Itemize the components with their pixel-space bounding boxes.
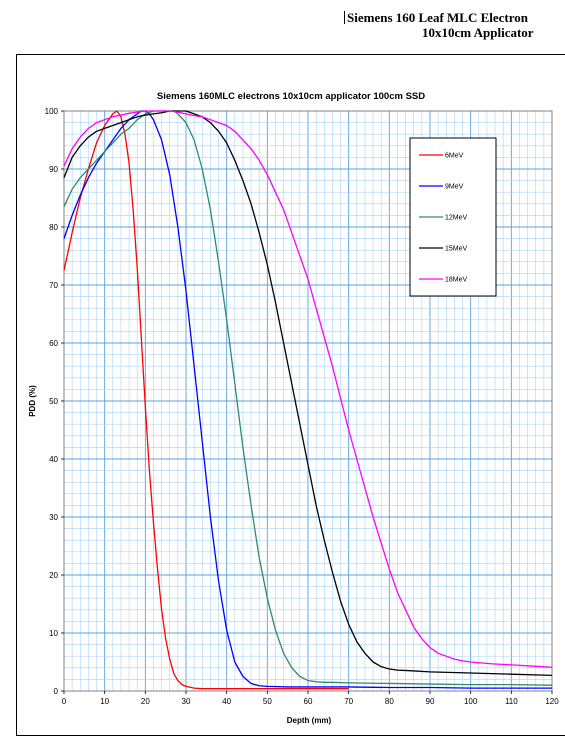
y-tick-label: 0 — [54, 687, 59, 696]
y-tick-label: 20 — [49, 571, 58, 580]
series-line-12mev — [63, 110, 553, 686]
legend-label-6mev: 6MeV — [445, 153, 464, 160]
x-tick-label: 30 — [182, 697, 191, 706]
tick-labels: 0 10 20 30 40 50 60 70 80 90 100 110 120 0 10 20 30 40 50 6… — [45, 107, 560, 706]
x-tick-label: 0 — [62, 697, 67, 706]
y-tick-label: 50 — [49, 397, 58, 406]
x-tick-label: 10 — [100, 697, 109, 706]
y-tick-label: 30 — [49, 513, 58, 522]
header-title: Siemens 160 Leaf MLC Electron — [347, 10, 529, 25]
x-tick-label: 70 — [344, 697, 353, 706]
x-tick-label: 90 — [426, 697, 435, 706]
series-line-6mev — [63, 110, 349, 690]
y-tick-label: 70 — [49, 281, 58, 290]
series-line-15mev — [63, 110, 553, 676]
x-tick-label: 110 — [505, 697, 518, 706]
chart-frame: Siemens 160MLC electrons 10x10cm applica… — [16, 54, 565, 736]
y-tick-label: 40 — [49, 455, 58, 464]
header-line-2: 10x10cm Applicator — [422, 25, 534, 40]
legend: 6MeV 9MeV 12MeV 15MeV 18MeV — [409, 137, 497, 297]
legend-label-18mev: 18MeV — [445, 277, 468, 284]
x-tick-label: 20 — [141, 697, 150, 706]
text-cursor — [344, 11, 345, 24]
x-tick-label: 60 — [304, 697, 313, 706]
legend-label-15mev: 15MeV — [445, 246, 468, 253]
x-tick-label: 50 — [263, 697, 272, 706]
header-line-1: Siemens 160 Leaf MLC Electron — [344, 10, 565, 25]
x-tick-label: 120 — [545, 697, 559, 706]
series-line-9mev — [63, 110, 552, 689]
y-tick-label: 90 — [49, 165, 58, 174]
legend-label-12mev: 12MeV — [445, 215, 468, 222]
y-tick-label: 100 — [45, 107, 59, 116]
y-tick-label: 80 — [49, 223, 58, 232]
series-lines — [63, 110, 553, 690]
y-tick-label: 60 — [49, 339, 58, 348]
x-tick-label: 40 — [222, 697, 231, 706]
x-tick-label: 80 — [385, 697, 394, 706]
y-tick-label: 10 — [49, 629, 58, 638]
x-tick-label: 100 — [464, 697, 478, 706]
document-header: Siemens 160 Leaf MLC Electron 10x10cm Ap… — [344, 10, 565, 40]
series-line-18mev — [63, 110, 553, 668]
chart-title: Siemens 160MLC electrons 10x10cm applica… — [157, 91, 425, 102]
y-axis-label: PDD (%) — [28, 385, 37, 417]
x-axis-label: Depth (mm) — [287, 716, 332, 725]
pdd-chart: Siemens 160MLC electrons 10x10cm applica… — [28, 91, 560, 725]
legend-label-9mev: 9MeV — [445, 184, 464, 191]
